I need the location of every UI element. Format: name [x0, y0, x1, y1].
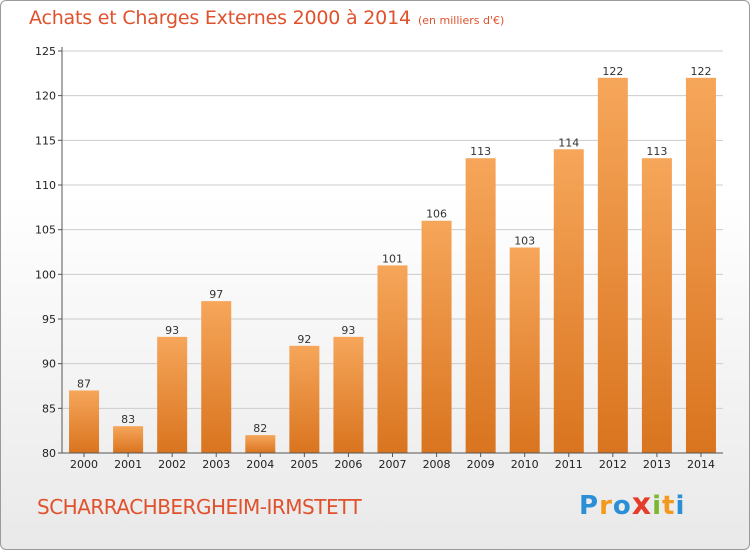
x-tick-label-2009: 2009 — [467, 458, 495, 471]
data-label-2002: 93 — [165, 324, 179, 337]
x-tick-label-2001: 2001 — [114, 458, 142, 471]
logo-letter: x — [631, 487, 653, 522]
bar-2002[interactable] — [157, 336, 188, 453]
x-tick-label-2011: 2011 — [555, 458, 583, 471]
data-label-2004: 82 — [253, 422, 267, 435]
x-tick-label-2000: 2000 — [70, 458, 98, 471]
bar-2009[interactable] — [465, 158, 496, 453]
x-tick-label-2006: 2006 — [334, 458, 362, 471]
chart-subtitle: (en milliers d'€) — [418, 14, 505, 27]
bar-2003[interactable] — [201, 301, 232, 453]
data-label-2003: 97 — [209, 288, 223, 301]
logo-letter: i — [675, 491, 686, 521]
data-label-2007: 101 — [382, 252, 403, 265]
bar-2008[interactable] — [421, 220, 452, 453]
bar-2007[interactable] — [377, 265, 408, 453]
logo-letter: o — [612, 491, 632, 521]
bar-2001[interactable] — [113, 426, 144, 453]
logo-letter: r — [599, 491, 613, 521]
bar-2010[interactable] — [509, 247, 540, 453]
labels: 80 85 90 95 100 105 110 115 120 125 87 2000 83 2001 93… — [35, 45, 715, 471]
data-label-2008: 106 — [426, 208, 447, 221]
x-tick-label-2013: 2013 — [643, 458, 671, 471]
data-label-2014: 122 — [690, 65, 711, 78]
bar-2011[interactable] — [553, 149, 584, 453]
bar-2005[interactable] — [289, 345, 320, 453]
bar-2012[interactable] — [597, 77, 628, 454]
y-tick-label: 100 — [35, 268, 56, 281]
data-label-2000: 87 — [77, 377, 91, 390]
y-tick-label: 105 — [35, 224, 56, 237]
logo-letter: i — [652, 491, 663, 521]
y-tick-label: 125 — [35, 45, 56, 58]
data-label-2012: 122 — [602, 65, 623, 78]
proxiti-logo[interactable]: Proxiti — [579, 487, 685, 522]
data-label-2010: 103 — [514, 235, 535, 248]
x-tick-label-2005: 2005 — [290, 458, 318, 471]
y-tick-label: 110 — [35, 179, 56, 192]
commune-name: SCHARRACHBERGHEIM-IRMSTETT — [37, 495, 362, 519]
logo-letter: t — [662, 491, 676, 521]
x-tick-label-2014: 2014 — [687, 458, 715, 471]
x-tick-label-2004: 2004 — [246, 458, 274, 471]
data-label-2005: 92 — [297, 333, 311, 346]
x-tick-label-2007: 2007 — [379, 458, 407, 471]
bar-2014[interactable] — [685, 77, 716, 454]
x-tick-label-2012: 2012 — [599, 458, 627, 471]
x-tick-label-2008: 2008 — [423, 458, 451, 471]
x-tick-label-2002: 2002 — [158, 458, 186, 471]
y-tick-label: 85 — [42, 402, 56, 415]
data-label-2006: 93 — [341, 324, 355, 337]
axes — [58, 47, 723, 457]
y-tick-label: 90 — [42, 358, 56, 371]
bar-2004[interactable] — [245, 435, 276, 453]
data-label-2009: 113 — [470, 145, 491, 158]
bar-2013[interactable] — [641, 158, 672, 453]
bars — [69, 77, 716, 454]
y-tick-label: 95 — [42, 313, 56, 326]
data-label-2013: 113 — [646, 145, 667, 158]
y-tick-label: 115 — [35, 134, 56, 147]
logo-letter: P — [579, 491, 600, 521]
data-label-2001: 83 — [121, 413, 135, 426]
x-tick-label-2010: 2010 — [511, 458, 539, 471]
y-tick-label: 120 — [35, 90, 56, 103]
x-tick-label-2003: 2003 — [202, 458, 230, 471]
bar-2000[interactable] — [69, 390, 100, 453]
y-tick-label: 80 — [42, 447, 56, 460]
bar-2006[interactable] — [333, 336, 364, 453]
data-label-2011: 114 — [558, 136, 579, 149]
chart-title: Achats et Charges Externes 2000 à 2014 — [29, 7, 411, 29]
